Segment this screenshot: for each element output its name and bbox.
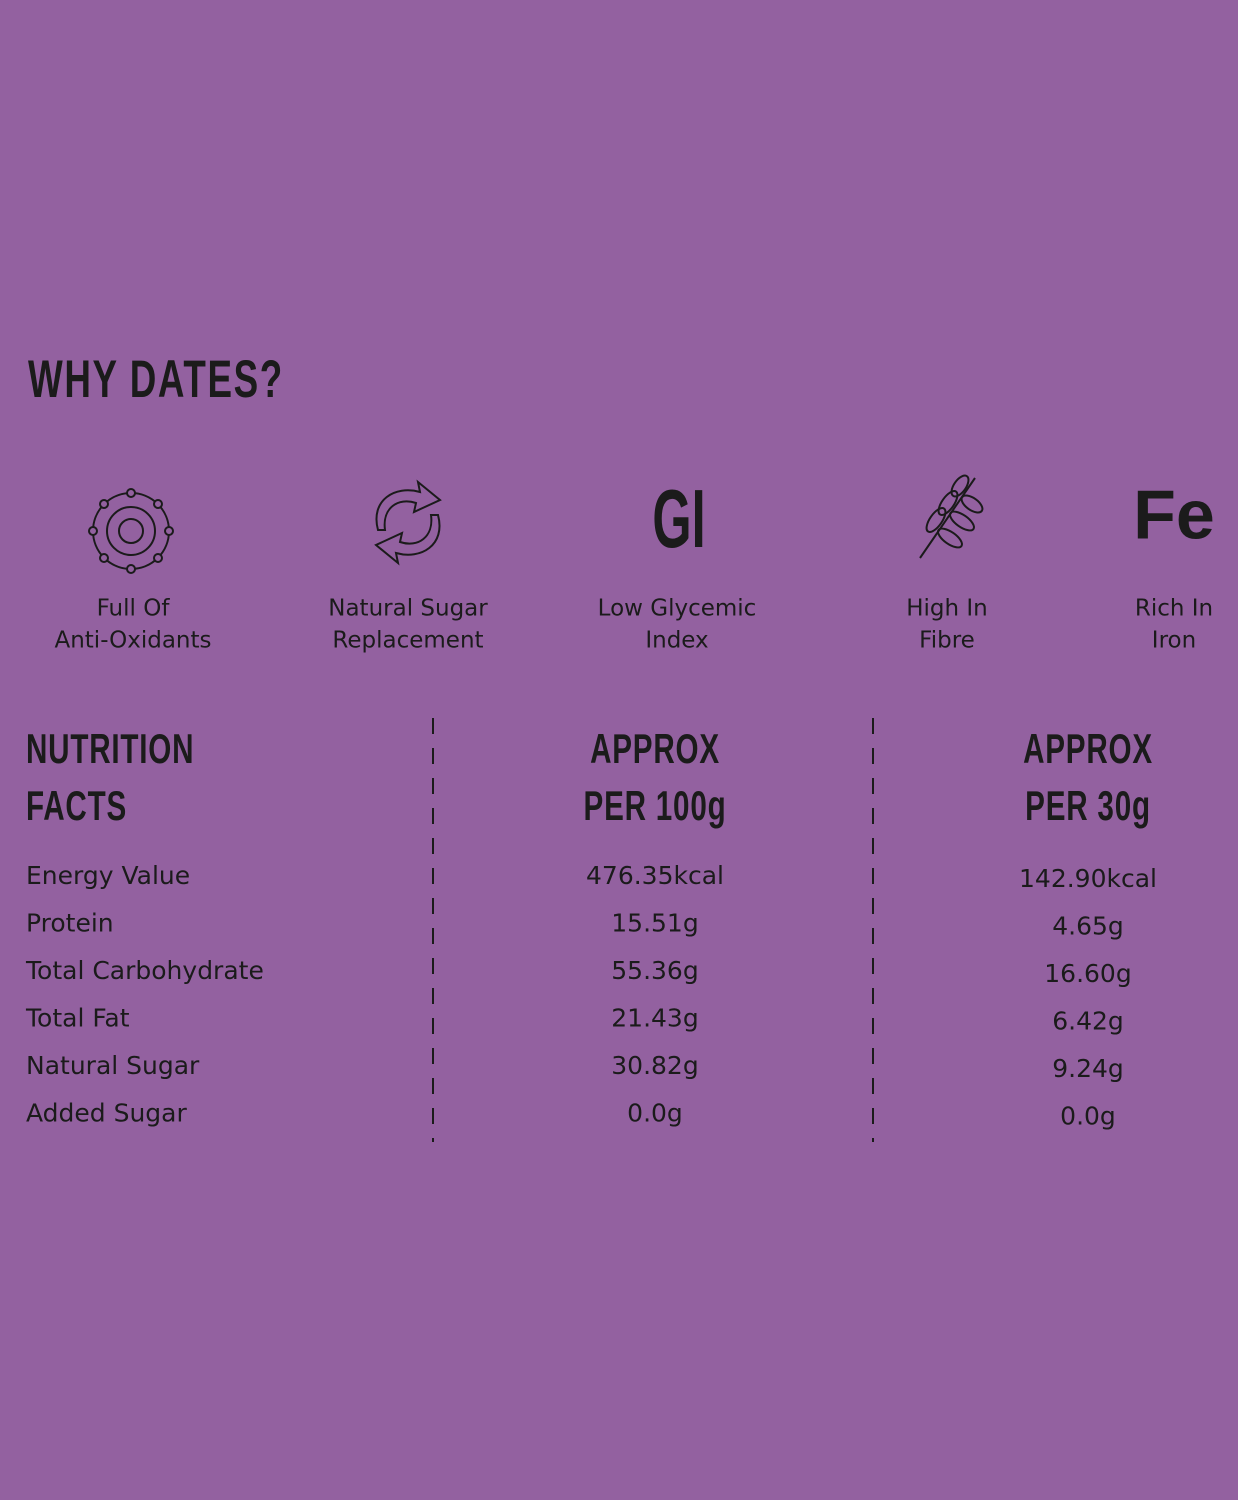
feature-label: Rich In	[1135, 596, 1213, 622]
feature-label: Natural Sugar	[328, 596, 488, 622]
row-label: Added Sugar	[26, 1099, 188, 1128]
recycle-icon	[374, 479, 442, 566]
row-value: 0.0g	[627, 1099, 683, 1128]
feature-label: Fibre	[919, 628, 975, 654]
row-value: 9.24g	[1052, 1054, 1124, 1083]
feature-label: Low Glycemic	[598, 596, 757, 622]
column-header: APPROX	[590, 725, 720, 772]
features: Full Of Anti-Oxidants Natural Sugar Replace…	[54, 596, 1213, 654]
row-label: Total Fat	[25, 1004, 130, 1033]
nutrition-table: NUTRITION FACTS APPROX PER 100g APPROX PER 30…	[25, 718, 1157, 1142]
row-value: 4.65g	[1052, 912, 1124, 941]
title: WHY DATES?	[28, 349, 284, 408]
column-header: PER 100g	[584, 782, 727, 829]
row-value: 21.43g	[611, 1004, 698, 1033]
feature-label: High In	[906, 596, 988, 622]
row-value: 142.90kcal	[1019, 864, 1157, 893]
row-value: 55.36g	[611, 956, 698, 985]
column-header: PER 30g	[1025, 782, 1151, 829]
feature-label: Full Of	[97, 596, 171, 622]
row-value: 30.82g	[611, 1051, 698, 1080]
feature-label: Index	[645, 628, 708, 654]
feature-label: Anti-Oxidants	[54, 628, 211, 654]
wheat-icon	[919, 474, 984, 559]
row-label: Total Carbohydrate	[25, 956, 264, 985]
feature-label: Iron	[1152, 628, 1196, 654]
row-value: 6.42g	[1052, 1007, 1124, 1036]
column-header: NUTRITION	[26, 725, 194, 772]
column-header: APPROX	[1023, 725, 1153, 772]
row-value: 0.0g	[1060, 1102, 1116, 1131]
row-value: 476.35kcal	[586, 861, 724, 890]
fe-icon: Fe	[1133, 475, 1215, 553]
row-label: Protein	[26, 909, 114, 938]
column-header: FACTS	[26, 782, 127, 829]
antioxidant-icon	[88, 488, 174, 574]
row-label: Natural Sugar	[26, 1051, 200, 1080]
row-value: 16.60g	[1044, 959, 1131, 988]
row-label: Energy Value	[26, 861, 190, 890]
row-value: 15.51g	[611, 909, 698, 938]
feature-label: Replacement	[332, 628, 483, 654]
gi-icon: GI	[652, 472, 705, 565]
